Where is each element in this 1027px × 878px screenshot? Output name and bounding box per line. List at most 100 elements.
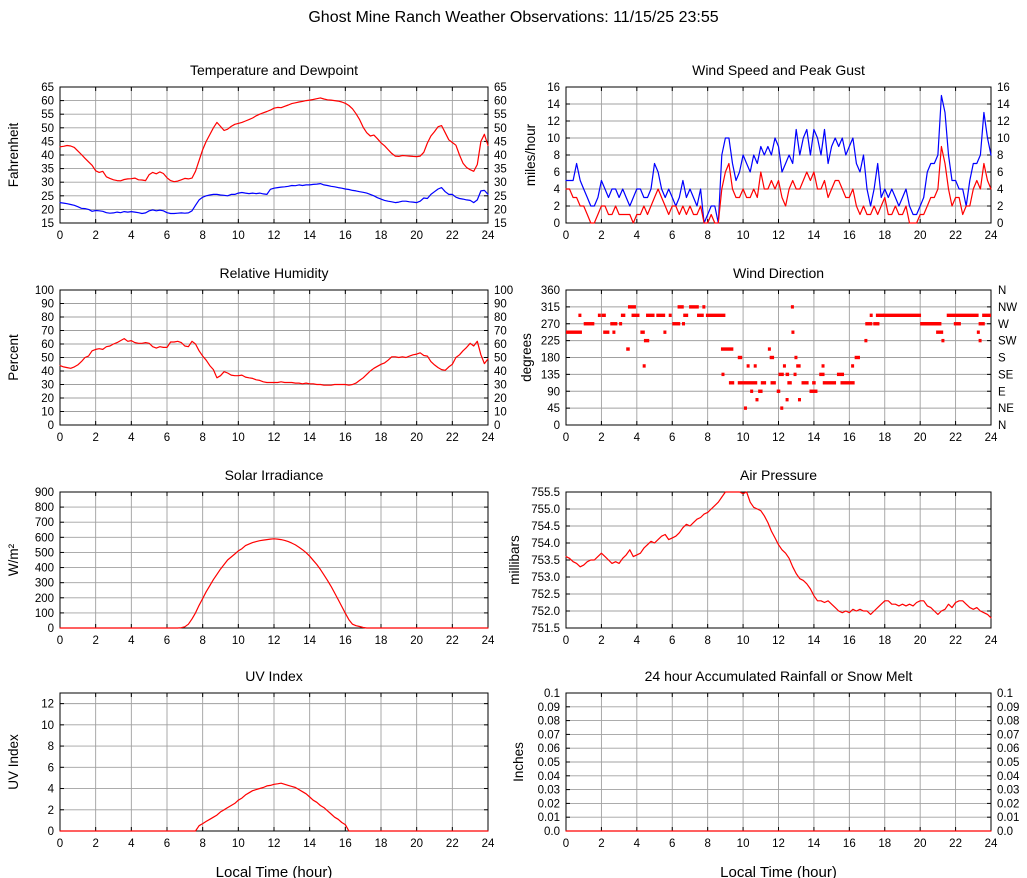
svg-text:0.09: 0.09: [997, 702, 1019, 714]
svg-text:10: 10: [737, 230, 750, 242]
svg-text:360: 360: [541, 285, 560, 297]
svg-text:200: 200: [35, 593, 54, 605]
svg-text:Fahrenheit: Fahrenheit: [6, 122, 21, 187]
svg-text:4: 4: [634, 838, 641, 850]
svg-text:300: 300: [35, 578, 54, 590]
svg-text:755.0: 755.0: [531, 504, 560, 516]
svg-text:20: 20: [41, 393, 54, 405]
svg-text:50: 50: [41, 353, 54, 365]
svg-text:4: 4: [128, 230, 135, 242]
svg-text:4: 4: [128, 432, 135, 444]
svg-text:100: 100: [35, 608, 54, 620]
svg-text:4: 4: [48, 784, 55, 796]
svg-text:400: 400: [35, 563, 54, 575]
svg-text:8: 8: [199, 838, 205, 850]
svg-text:20: 20: [410, 432, 423, 444]
svg-text:14: 14: [303, 432, 316, 444]
rainfall-chart: 0 2 4 6 8 10 12 14 16 18 20 22 240.0 0.00.01 0.010.02 0…: [511, 668, 1020, 878]
svg-text:10: 10: [737, 838, 750, 850]
svg-text:10: 10: [232, 230, 245, 242]
svg-text:6: 6: [669, 838, 675, 850]
svg-text:30: 30: [494, 177, 507, 189]
svg-text:40: 40: [41, 150, 54, 162]
svg-text:0: 0: [554, 218, 560, 230]
svg-text:70: 70: [41, 326, 54, 338]
svg-text:755.5: 755.5: [531, 487, 560, 499]
svg-text:0.01: 0.01: [538, 812, 560, 824]
svg-text:16: 16: [547, 82, 560, 94]
svg-text:0.0: 0.0: [544, 826, 560, 838]
svg-text:Solar Irradiance: Solar Irradiance: [225, 467, 324, 483]
svg-text:2: 2: [92, 432, 98, 444]
svg-text:Wind Direction: Wind Direction: [733, 265, 824, 281]
svg-text:24: 24: [985, 432, 998, 444]
svg-text:Temperature and Dewpoint: Temperature and Dewpoint: [190, 62, 358, 78]
svg-text:2: 2: [92, 635, 98, 647]
svg-text:10: 10: [737, 432, 750, 444]
svg-text:6: 6: [669, 230, 675, 242]
svg-text:90: 90: [41, 299, 54, 311]
svg-text:0.0: 0.0: [997, 826, 1013, 838]
svg-text:40: 40: [494, 366, 507, 378]
svg-text:8: 8: [199, 432, 205, 444]
svg-text:16: 16: [339, 230, 352, 242]
svg-text:25: 25: [494, 191, 507, 203]
svg-text:18: 18: [375, 432, 388, 444]
svg-text:0: 0: [554, 420, 560, 432]
svg-text:10: 10: [232, 635, 245, 647]
svg-text:35: 35: [41, 164, 54, 176]
svg-text:600: 600: [35, 532, 54, 544]
svg-text:0.04: 0.04: [997, 771, 1020, 783]
svg-text:Inches: Inches: [511, 742, 526, 782]
svg-text:8: 8: [199, 635, 205, 647]
svg-text:70: 70: [494, 326, 507, 338]
svg-text:22: 22: [446, 432, 459, 444]
svg-text:80: 80: [41, 312, 54, 324]
svg-text:30: 30: [41, 380, 54, 392]
svg-text:50: 50: [494, 123, 507, 135]
svg-text:90: 90: [494, 299, 507, 311]
svg-text:0: 0: [57, 432, 63, 444]
svg-text:22: 22: [949, 635, 962, 647]
svg-text:0.1: 0.1: [544, 688, 560, 700]
svg-text:0.05: 0.05: [538, 757, 560, 769]
svg-text:10: 10: [41, 407, 54, 419]
svg-text:0: 0: [563, 230, 569, 242]
svg-text:24: 24: [482, 635, 495, 647]
svg-text:6: 6: [164, 432, 170, 444]
svg-text:0.06: 0.06: [997, 743, 1019, 755]
svg-text:2: 2: [598, 838, 604, 850]
svg-text:30: 30: [41, 177, 54, 189]
svg-text:10: 10: [547, 133, 560, 145]
svg-text:55: 55: [494, 109, 507, 121]
svg-text:8: 8: [704, 230, 710, 242]
svg-text:14: 14: [808, 432, 821, 444]
svg-text:20: 20: [914, 635, 927, 647]
svg-text:16: 16: [339, 635, 352, 647]
svg-text:2: 2: [598, 230, 604, 242]
svg-text:10: 10: [997, 133, 1010, 145]
svg-text:N: N: [998, 420, 1006, 432]
svg-text:2: 2: [997, 201, 1003, 213]
svg-text:60: 60: [41, 339, 54, 351]
svg-text:18: 18: [878, 432, 891, 444]
svg-text:22: 22: [446, 635, 459, 647]
svg-text:754.5: 754.5: [531, 521, 560, 533]
svg-text:0: 0: [563, 432, 569, 444]
svg-text:12: 12: [268, 635, 281, 647]
svg-text:80: 80: [494, 312, 507, 324]
svg-text:60: 60: [41, 96, 54, 108]
svg-text:12: 12: [547, 116, 560, 128]
svg-text:18: 18: [878, 838, 891, 850]
svg-text:4: 4: [634, 230, 641, 242]
svg-text:16: 16: [339, 838, 352, 850]
svg-text:18: 18: [375, 230, 388, 242]
svg-text:315: 315: [541, 302, 560, 314]
svg-text:45: 45: [547, 403, 560, 415]
svg-text:0.05: 0.05: [997, 757, 1019, 769]
svg-text:40: 40: [41, 366, 54, 378]
svg-text:24: 24: [985, 635, 998, 647]
svg-text:0.1: 0.1: [997, 688, 1013, 700]
svg-text:0: 0: [48, 420, 54, 432]
